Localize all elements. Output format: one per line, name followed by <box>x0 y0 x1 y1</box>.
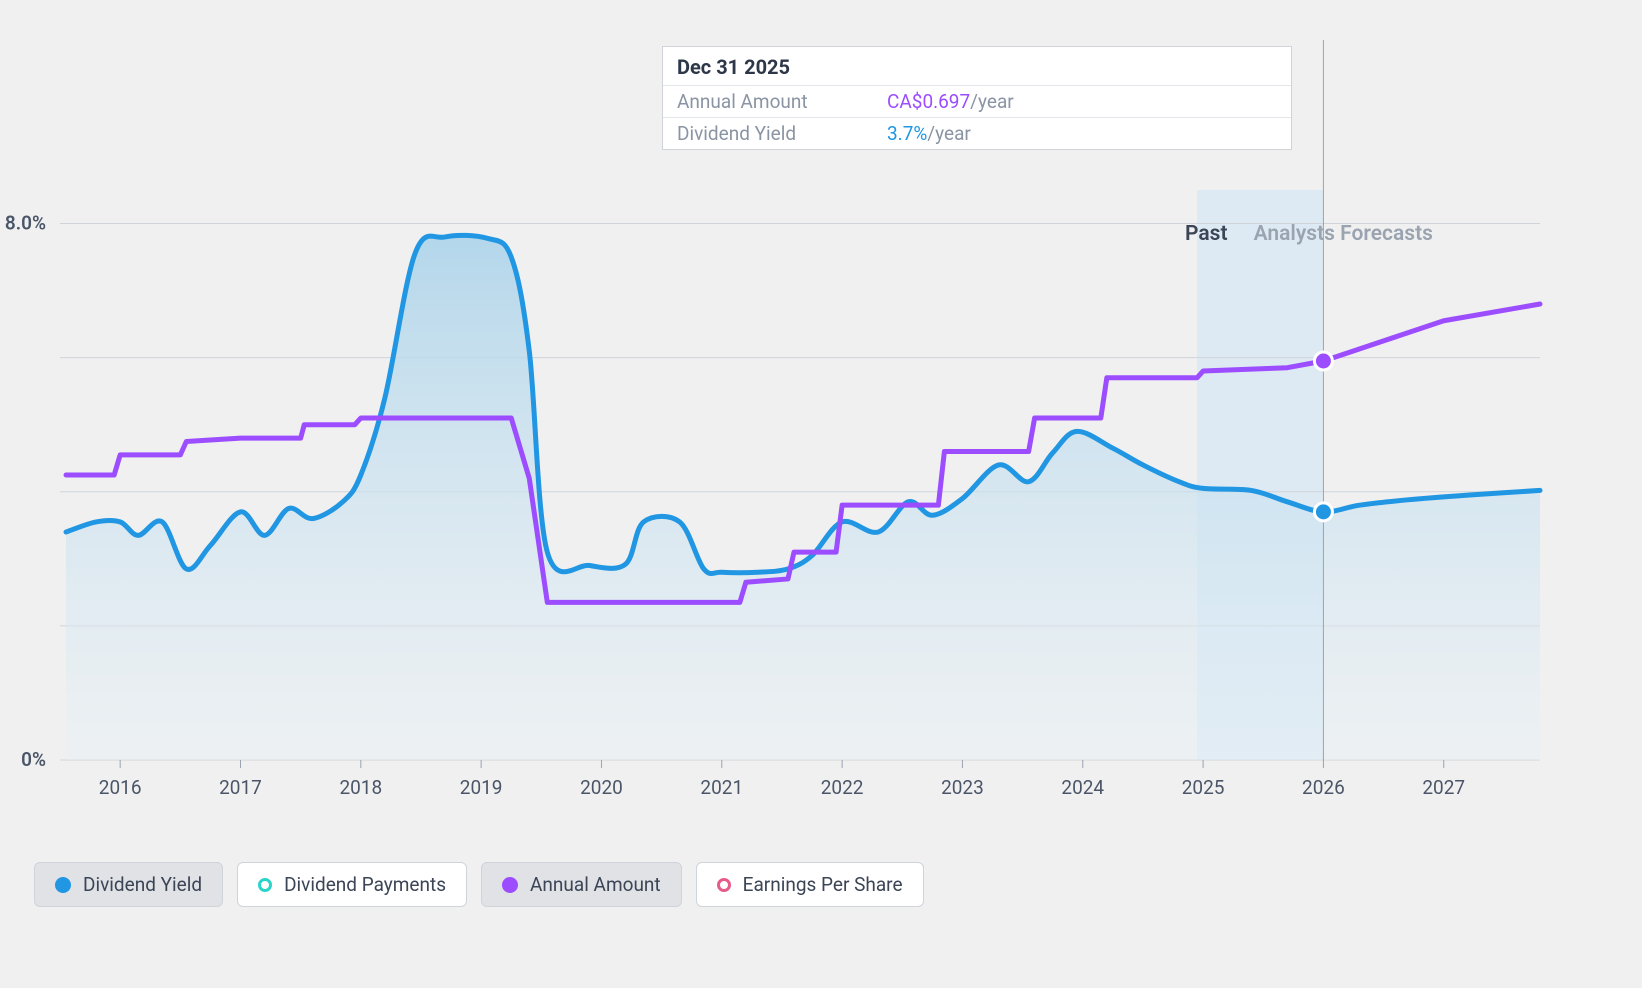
svg-text:2020: 2020 <box>580 776 623 799</box>
svg-text:2018: 2018 <box>339 776 382 799</box>
legend-marker-dividend-payments <box>258 878 272 892</box>
legend-item-dividend-yield[interactable]: Dividend Yield <box>34 862 223 907</box>
tooltip-row-1-value: 3.7%/year <box>873 118 1291 150</box>
tooltip-row-0-label: Annual Amount <box>663 86 873 118</box>
forecast-label: Analysts Forecasts <box>1254 222 1433 246</box>
svg-text:2023: 2023 <box>941 776 984 799</box>
legend-marker-annual-amount <box>502 877 518 893</box>
legend-item-dividend-payments[interactable]: Dividend Payments <box>237 862 467 907</box>
forecast-labels: Past Analysts Forecasts <box>1185 222 1433 246</box>
svg-text:2024: 2024 <box>1061 776 1104 799</box>
svg-text:2019: 2019 <box>460 776 503 799</box>
legend-label-annual-amount: Annual Amount <box>530 873 661 896</box>
tooltip-row-1-label: Dividend Yield <box>663 118 873 150</box>
svg-text:2017: 2017 <box>219 776 262 799</box>
svg-text:2022: 2022 <box>821 776 864 799</box>
past-label: Past <box>1185 222 1228 246</box>
legend-label-dividend-yield: Dividend Yield <box>83 873 202 896</box>
chart-container: { "chart": { "type": "line", "width": 16… <box>0 0 1642 988</box>
tooltip-date: Dec 31 2025 <box>663 47 1291 86</box>
legend-marker-earnings-per-share <box>717 878 731 892</box>
tooltip: Dec 31 2025 Annual Amount CA$0.697/year … <box>662 46 1292 150</box>
svg-text:2026: 2026 <box>1302 776 1345 799</box>
legend-label-dividend-payments: Dividend Payments <box>284 873 446 896</box>
svg-text:0%: 0% <box>21 748 46 771</box>
legend: Dividend Yield Dividend Payments Annual Am… <box>34 862 924 907</box>
legend-label-earnings-per-share: Earnings Per Share <box>743 873 903 896</box>
legend-marker-dividend-yield <box>55 877 71 893</box>
tooltip-row-0-value: CA$0.697/year <box>873 86 1291 118</box>
legend-item-earnings-per-share[interactable]: Earnings Per Share <box>696 862 924 907</box>
svg-text:2027: 2027 <box>1422 776 1465 799</box>
legend-item-annual-amount[interactable]: Annual Amount <box>481 862 682 907</box>
svg-text:2021: 2021 <box>700 776 743 799</box>
svg-text:2025: 2025 <box>1182 776 1225 799</box>
svg-text:8.0%: 8.0% <box>5 212 46 235</box>
svg-text:2016: 2016 <box>99 776 142 799</box>
